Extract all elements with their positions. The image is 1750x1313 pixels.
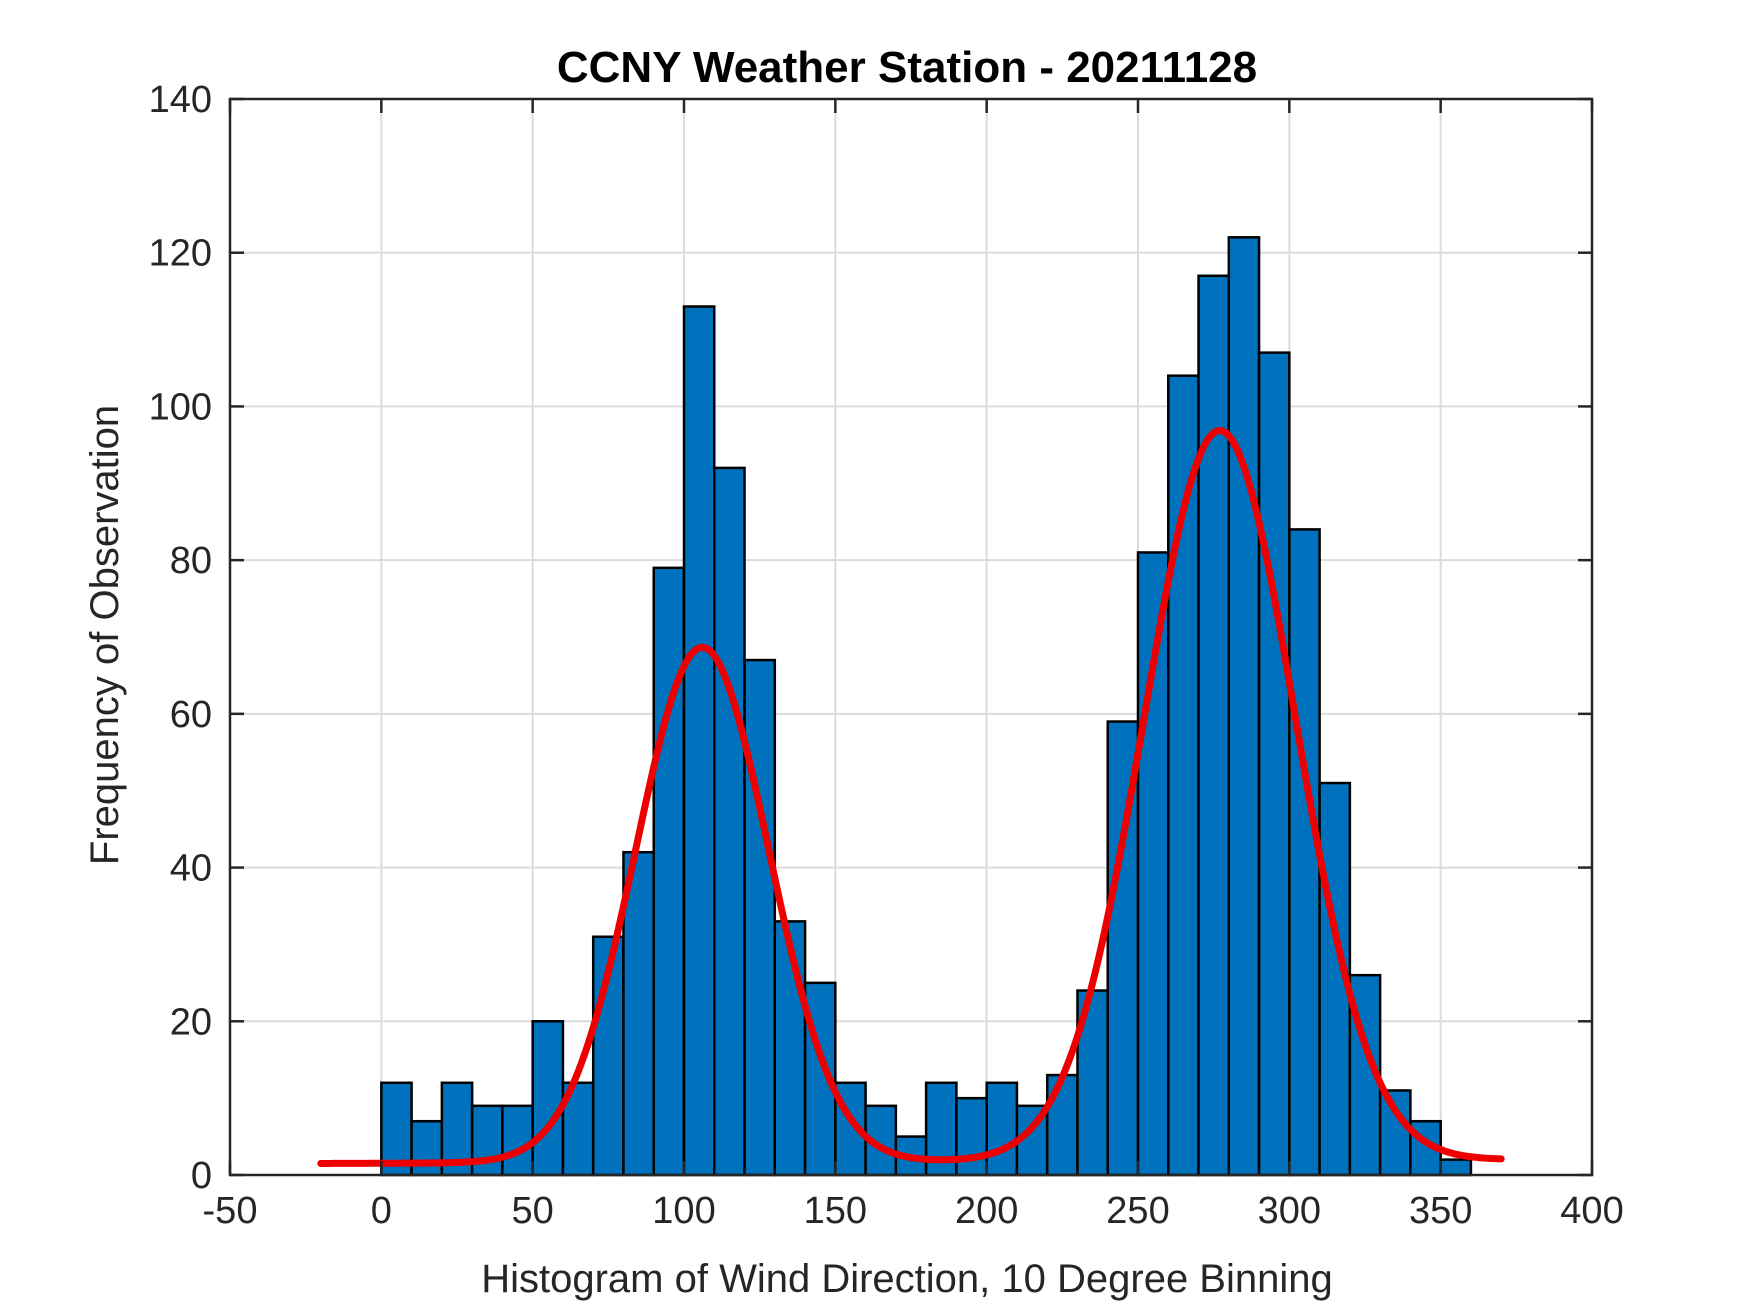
tick-labels: -50 0 50 100 150 200 250 300 350 4000204060801001… <box>149 79 1624 1232</box>
axes-frame <box>228 97 1594 1177</box>
histogram-bar <box>410 1119 444 1177</box>
histogram-bar <box>531 1020 565 1177</box>
y-axis-label: Frequency of Observation <box>83 405 127 865</box>
x-tick-label: 400 <box>1560 1190 1623 1232</box>
histogram-bar <box>743 658 777 1177</box>
y-tick-label: 0 <box>191 1155 212 1197</box>
histogram-bar <box>985 1081 1019 1177</box>
x-tick-label: 150 <box>804 1190 867 1232</box>
chart-title: CCNY Weather Station - 20211128 <box>557 43 1257 92</box>
histogram-bars <box>380 236 1473 1177</box>
y-tick-label: 60 <box>170 694 212 736</box>
x-tick-label: -50 <box>203 1190 258 1232</box>
histogram-bar <box>713 466 746 1177</box>
y-tick-label: 120 <box>149 233 212 275</box>
x-axis-label: Histogram of Wind Direction, 10 Degree B… <box>481 1257 1333 1301</box>
histogram-bar <box>1197 274 1231 1177</box>
histogram-bar <box>955 1096 988 1177</box>
histogram-bar <box>682 305 716 1177</box>
histogram-bar <box>1045 1073 1079 1177</box>
x-tick-label: 0 <box>371 1190 392 1232</box>
x-tick-label: 350 <box>1409 1190 1472 1232</box>
fit-curve-line <box>317 426 1505 1167</box>
histogram-bar <box>1227 236 1261 1177</box>
y-tick-label: 20 <box>170 1001 212 1043</box>
y-tick-label: 40 <box>170 848 212 890</box>
histogram-bar <box>1439 1158 1473 1177</box>
fit-curve-layer <box>317 426 1505 1167</box>
y-tick-label: 140 <box>149 79 212 121</box>
y-tick-label: 100 <box>149 386 212 428</box>
histogram-bar <box>501 1104 534 1177</box>
x-tick-label: 250 <box>1106 1190 1169 1232</box>
histogram-bar <box>1288 528 1321 1177</box>
histogram-bar <box>1378 1089 1412 1177</box>
histogram-bar <box>1257 351 1291 1177</box>
histogram-bar <box>1167 374 1200 1177</box>
plot-frame <box>228 97 1594 1177</box>
x-tick-label: 50 <box>512 1190 554 1232</box>
x-tick-label: 100 <box>652 1190 715 1232</box>
y-tick-label: 80 <box>170 540 212 582</box>
histogram-bar <box>652 566 686 1177</box>
x-tick-label: 200 <box>955 1190 1018 1232</box>
grid-lines <box>230 99 1592 1175</box>
x-tick-label: 300 <box>1258 1190 1321 1232</box>
histogram-bar <box>622 850 655 1177</box>
